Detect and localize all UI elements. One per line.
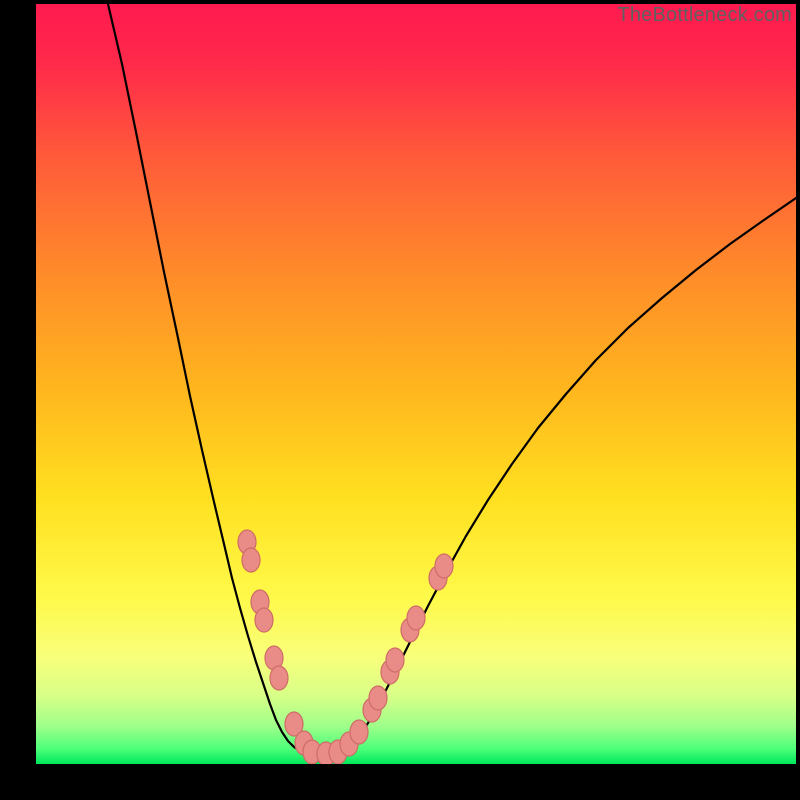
data-marker bbox=[435, 554, 453, 578]
data-marker bbox=[386, 648, 404, 672]
plot-area bbox=[36, 4, 796, 764]
data-marker bbox=[242, 548, 260, 572]
background-gradient bbox=[36, 4, 796, 764]
data-marker bbox=[270, 666, 288, 690]
data-marker bbox=[369, 686, 387, 710]
plot-svg bbox=[36, 4, 796, 764]
data-marker bbox=[255, 608, 273, 632]
data-marker bbox=[350, 720, 368, 744]
data-marker bbox=[407, 606, 425, 630]
chart-frame: TheBottleneck.com bbox=[0, 0, 800, 800]
attribution-text: TheBottleneck.com bbox=[617, 4, 792, 27]
